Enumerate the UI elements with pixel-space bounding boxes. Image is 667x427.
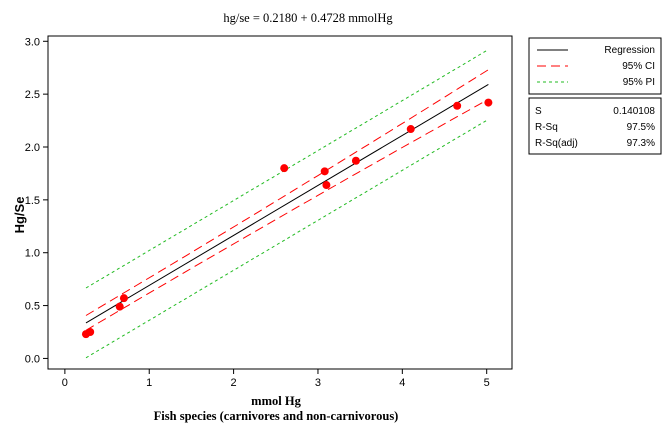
stat-label-s: S	[535, 106, 542, 117]
legend: Regression 95% CI 95% PI	[528, 37, 662, 95]
data-point	[484, 98, 493, 107]
ci-lower-line	[85, 98, 489, 331]
data-points	[81, 98, 493, 339]
data-point	[322, 181, 331, 190]
y-axis: 0.0 0.5 1.0 1.5 2.0 2.5 3.0	[25, 36, 48, 365]
data-point	[119, 294, 128, 303]
y-tick-label: 3.0	[25, 36, 40, 48]
y-tick-label: 2.0	[25, 142, 40, 154]
stats-box: S 0.140108 R-Sq 97.5% R-Sq(adj) 97.3%	[528, 97, 662, 155]
stat-value-s: 0.140108	[613, 106, 655, 117]
confidence-interval-lines	[85, 69, 489, 331]
legend-regression-label: Regression	[604, 45, 655, 56]
y-tick-label: 0.5	[25, 301, 40, 313]
chart-title: hg/se = 0.2180 + 0.4728 mmolHg	[223, 11, 393, 25]
legend-ci-label: 95% CI	[622, 61, 655, 72]
y-tick-label: 1.5	[25, 195, 40, 207]
plot-area	[47, 35, 513, 370]
x-axis-sublabel: Fish species (carnivores and non-carnivo…	[154, 409, 399, 423]
data-point	[453, 101, 462, 110]
data-point	[320, 167, 329, 176]
y-tick-label: 0.0	[25, 353, 40, 365]
data-point	[406, 125, 415, 134]
x-tick-label: 5	[484, 377, 490, 389]
stat-label-rsq-adj: R-Sq(adj)	[535, 138, 578, 149]
pi-lower-line	[85, 118, 489, 359]
x-tick-label: 2	[231, 377, 237, 389]
x-tick-label: 0	[62, 377, 68, 389]
data-point	[351, 156, 360, 165]
stat-value-rsq: 97.5%	[627, 122, 655, 133]
x-tick-label: 1	[146, 377, 152, 389]
x-tick-label: 3	[315, 377, 321, 389]
stat-label-rsq: R-Sq	[535, 122, 558, 133]
legend-pi-label: 95% PI	[623, 77, 655, 88]
x-axis-label: mmol Hg	[251, 394, 301, 408]
data-point	[280, 164, 289, 173]
regression-line	[85, 84, 489, 324]
x-tick-label: 4	[399, 377, 405, 389]
x-axis: 0 1 2 3 4 5	[62, 369, 490, 389]
stat-value-rsq-adj: 97.3%	[627, 138, 655, 149]
regression-fit-line	[85, 84, 489, 324]
ci-upper-line	[85, 69, 489, 316]
y-axis-label: Hg/Se	[12, 197, 27, 234]
data-point	[86, 328, 95, 336]
stats-box-frame	[528, 97, 662, 155]
y-tick-label: 2.5	[25, 89, 40, 101]
y-tick-label: 1.0	[25, 248, 40, 260]
data-point	[115, 302, 124, 311]
